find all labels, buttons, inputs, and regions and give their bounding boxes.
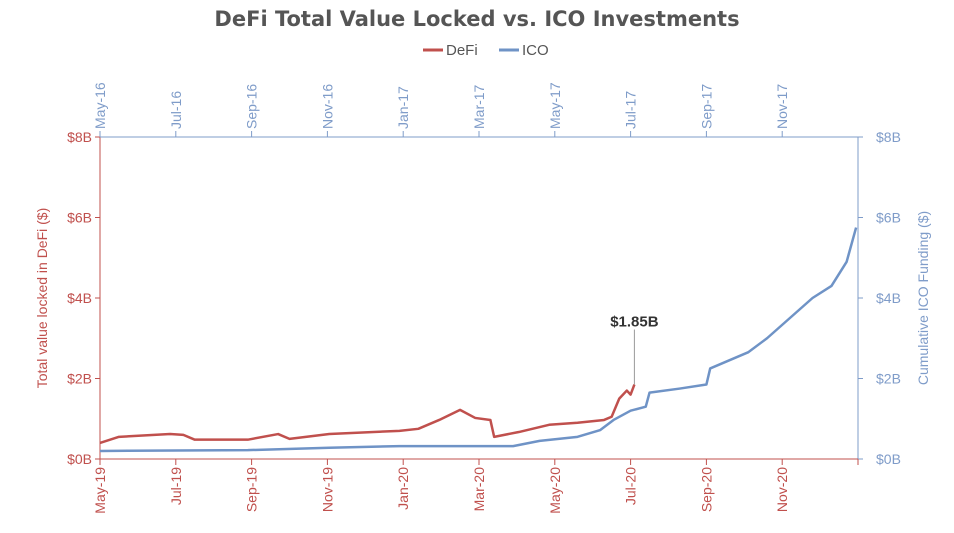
y-left-tick-label: $2B bbox=[67, 371, 92, 387]
x-bottom-tick-label: Nov-20 bbox=[774, 467, 790, 512]
y-right-tick-label: $6B bbox=[876, 210, 901, 226]
y-left-tick-label: $6B bbox=[67, 210, 92, 226]
y-left-tick-label: $4B bbox=[67, 290, 92, 306]
x-top-tick-label: May-17 bbox=[547, 82, 563, 129]
x-top-tick-label: Sep-17 bbox=[698, 84, 714, 129]
series-line-ico bbox=[99, 227, 858, 453]
y-axis-left-label: Total value locked in DeFi ($) bbox=[34, 208, 50, 389]
y-left-tick-label: $8B bbox=[67, 129, 92, 145]
x-top-tick-label: May-16 bbox=[92, 82, 108, 129]
x-top-tick-label: Nov-16 bbox=[319, 84, 335, 129]
y-right-tick-label: $2B bbox=[876, 371, 901, 387]
chart-title: DeFi Total Value Locked vs. ICO Investme… bbox=[214, 7, 739, 31]
legend-label-ico: ICO bbox=[522, 42, 549, 59]
x-bottom-tick-label: Sep-19 bbox=[244, 467, 260, 512]
x-top-tick-label: Jan-17 bbox=[395, 86, 411, 129]
x-top-tick-label: Jul-17 bbox=[623, 91, 639, 129]
x-top-tick-label: Mar-17 bbox=[471, 84, 487, 129]
y-left-tick-label: $0B bbox=[67, 451, 92, 467]
x-top-tick-label: Sep-16 bbox=[244, 84, 260, 129]
x-bottom-tick-label: Jul-19 bbox=[168, 467, 184, 505]
y-axis-right-label: Cumulative ICO Funding ($) bbox=[915, 211, 931, 385]
x-bottom-tick-label: May-19 bbox=[92, 467, 108, 514]
x-bottom-tick-label: May-20 bbox=[547, 467, 563, 514]
x-bottom-tick-label: Sep-20 bbox=[698, 467, 714, 512]
x-bottom-tick-label: Mar-20 bbox=[471, 467, 487, 512]
y-right-tick-label: $4B bbox=[876, 290, 901, 306]
series-line-defi bbox=[99, 384, 636, 445]
legend-label-defi: DeFi bbox=[446, 42, 478, 59]
x-bottom-tick-label: Jan-20 bbox=[395, 467, 411, 510]
x-top-tick-label: Jul-16 bbox=[168, 91, 184, 129]
y-right-tick-label: $0B bbox=[876, 451, 901, 467]
annotation-label: $1.85B bbox=[610, 314, 659, 331]
legend: DeFi ICO bbox=[423, 42, 549, 59]
x-bottom-tick-label: Nov-19 bbox=[319, 467, 335, 512]
x-top-tick-label: Nov-17 bbox=[774, 84, 790, 129]
y-right-tick-label: $8B bbox=[876, 129, 901, 145]
x-bottom-tick-label: Jul-20 bbox=[623, 467, 639, 505]
